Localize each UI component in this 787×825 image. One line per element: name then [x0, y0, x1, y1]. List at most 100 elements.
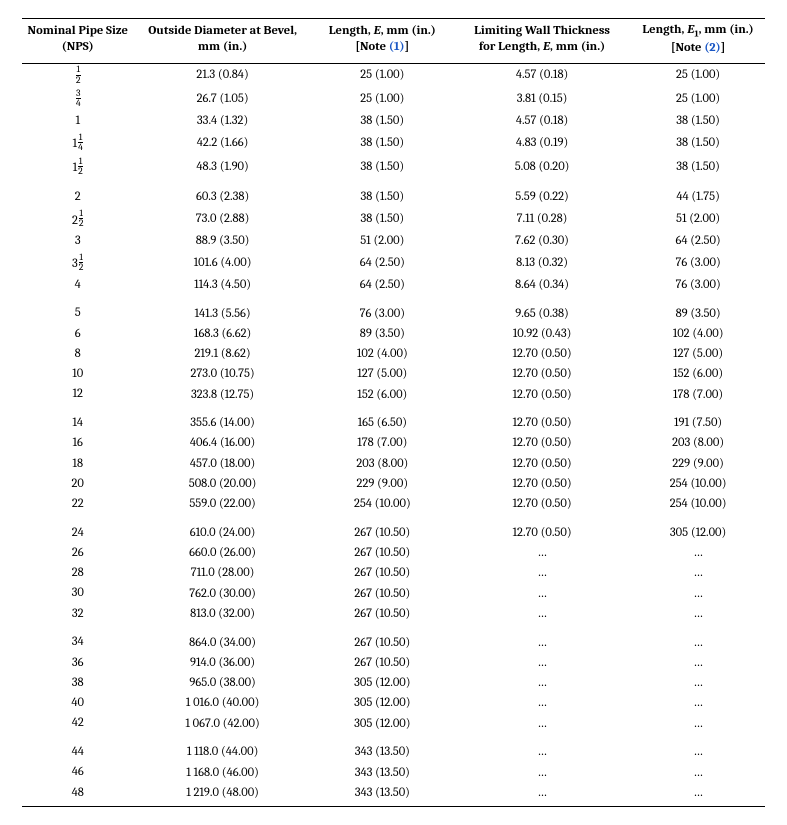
- cell-e1: …: [631, 543, 765, 563]
- cell-e1: 254 (10.00): [631, 495, 765, 515]
- cell-nps: 38: [22, 673, 133, 693]
- cell-od: 88.9 (3.50): [133, 231, 311, 251]
- note-link[interactable]: (2): [704, 41, 721, 55]
- column-header-3: Limiting Wall Thicknessfor Length, E, mm…: [453, 19, 631, 64]
- cell-nps: 26: [22, 543, 133, 563]
- cell-lim: …: [453, 604, 631, 624]
- table-row: 461 168.0 (46.00)343 (13.50)……: [22, 763, 765, 783]
- cell-nps: 6: [22, 324, 133, 344]
- cell-od: 1 067.0 (42.00): [133, 714, 311, 734]
- cell-e1: …: [631, 584, 765, 604]
- table-row: 441 118.0 (44.00)343 (13.50)……: [22, 734, 765, 763]
- table-row: 26660.0 (26.00)267 (10.50)……: [22, 543, 765, 563]
- cell-e: 165 (6.50): [312, 405, 453, 434]
- table-row: 11248.3 (1.90)38 (1.50)5.08 (0.20)38 (1.…: [22, 155, 765, 179]
- cell-e: 38 (1.50): [312, 208, 453, 232]
- cell-e1: 25 (1.00): [631, 88, 765, 112]
- cell-nps: 20: [22, 474, 133, 494]
- cell-e1: …: [631, 673, 765, 693]
- cell-nps: 1: [22, 111, 133, 131]
- cell-lim: …: [453, 584, 631, 604]
- cell-lim: 8.13 (0.32): [453, 251, 631, 275]
- cell-nps: 2: [22, 179, 133, 208]
- cell-lim: …: [453, 763, 631, 783]
- cell-nps: 114: [22, 131, 133, 155]
- cell-lim: …: [453, 564, 631, 584]
- cell-lim: 10.92 (0.43): [453, 324, 631, 344]
- cell-nps: 14: [22, 405, 133, 434]
- cell-lim: …: [453, 694, 631, 714]
- cell-lim: …: [453, 673, 631, 693]
- column-header-4: Length, E1, mm (in.)[Note (2)]: [631, 19, 765, 64]
- cell-lim: 12.70 (0.50): [453, 434, 631, 454]
- cell-nps: 36: [22, 653, 133, 673]
- cell-lim: …: [453, 543, 631, 563]
- cell-e: 38 (1.50): [312, 131, 453, 155]
- column-header-1: Outside Diameter at Bevel,mm (in.): [133, 19, 311, 64]
- cell-e: 127 (5.00): [312, 365, 453, 385]
- cell-od: 406.4 (16.00): [133, 434, 311, 454]
- table-row: 312101.6 (4.00)64 (2.50)8.13 (0.32)76 (3…: [22, 251, 765, 275]
- cell-od: 355.6 (14.00): [133, 405, 311, 434]
- cell-od: 457.0 (18.00): [133, 454, 311, 474]
- table-row: 481 219.0 (48.00)343 (13.50)……: [22, 783, 765, 806]
- cell-e: 267 (10.50): [312, 624, 453, 653]
- cell-nps: 34: [22, 624, 133, 653]
- cell-lim: 8.64 (0.34): [453, 275, 631, 295]
- cell-lim: 4.57 (0.18): [453, 63, 631, 87]
- cell-od: 48.3 (1.90): [133, 155, 311, 179]
- cell-e: 267 (10.50): [312, 584, 453, 604]
- table-row: 24610.0 (24.00)267 (10.50)12.70 (0.50)30…: [22, 515, 765, 544]
- cell-e1: 89 (3.50): [631, 295, 765, 324]
- cell-nps: 16: [22, 434, 133, 454]
- cell-lim: 3.81 (0.15): [453, 88, 631, 112]
- cell-e: 267 (10.50): [312, 653, 453, 673]
- cell-e1: …: [631, 624, 765, 653]
- cell-lim: 12.70 (0.50): [453, 495, 631, 515]
- cell-lim: 7.11 (0.28): [453, 208, 631, 232]
- cell-od: 26.7 (1.05): [133, 88, 311, 112]
- cell-e: 64 (2.50): [312, 251, 453, 275]
- table-row: 8219.1 (8.62)102 (4.00)12.70 (0.50)127 (…: [22, 344, 765, 364]
- cell-e: 102 (4.00): [312, 344, 453, 364]
- cell-e1: 191 (7.50): [631, 405, 765, 434]
- cell-e: 152 (6.00): [312, 385, 453, 405]
- pipe-dimensions-table: Nominal Pipe Size(NPS)Outside Diameter a…: [22, 18, 765, 807]
- cell-e: 267 (10.50): [312, 604, 453, 624]
- cell-lim: 12.70 (0.50): [453, 474, 631, 494]
- table-row: 14355.6 (14.00)165 (6.50)12.70 (0.50)191…: [22, 405, 765, 434]
- cell-nps: 34: [22, 88, 133, 112]
- table-row: 5141.3 (5.56)76 (3.00)9.65 (0.38)89 (3.5…: [22, 295, 765, 324]
- table-row: 20508.0 (20.00)229 (9.00)12.70 (0.50)254…: [22, 474, 765, 494]
- table-row: 401 016.0 (40.00)305 (12.00)……: [22, 694, 765, 714]
- cell-nps: 24: [22, 515, 133, 544]
- cell-lim: …: [453, 653, 631, 673]
- table-row: 6168.3 (6.62)89 (3.50)10.92 (0.43)102 (4…: [22, 324, 765, 344]
- cell-e1: 38 (1.50): [631, 111, 765, 131]
- cell-e1: 229 (9.00): [631, 454, 765, 474]
- cell-nps: 46: [22, 763, 133, 783]
- cell-od: 914.0 (36.00): [133, 653, 311, 673]
- cell-e: 89 (3.50): [312, 324, 453, 344]
- cell-e1: 64 (2.50): [631, 231, 765, 251]
- cell-e: 305 (12.00): [312, 714, 453, 734]
- cell-od: 42.2 (1.66): [133, 131, 311, 155]
- cell-od: 168.3 (6.62): [133, 324, 311, 344]
- cell-e: 343 (13.50): [312, 783, 453, 806]
- cell-od: 864.0 (34.00): [133, 624, 311, 653]
- table-row: 32813.0 (32.00)267 (10.50)……: [22, 604, 765, 624]
- cell-e1: 38 (1.50): [631, 131, 765, 155]
- table-row: 38965.0 (38.00)305 (12.00)……: [22, 673, 765, 693]
- cell-nps: 12: [22, 63, 133, 87]
- cell-e: 254 (10.00): [312, 495, 453, 515]
- table-body: 1221.3 (0.84)25 (1.00)4.57 (0.18)25 (1.0…: [22, 63, 765, 806]
- cell-od: 21.3 (0.84): [133, 63, 311, 87]
- cell-nps: 8: [22, 344, 133, 364]
- cell-e1: …: [631, 564, 765, 584]
- cell-e1: 76 (3.00): [631, 275, 765, 295]
- table-row: 10273.0 (10.75)127 (5.00)12.70 (0.50)152…: [22, 365, 765, 385]
- cell-od: 660.0 (26.00): [133, 543, 311, 563]
- note-link[interactable]: (1): [389, 40, 405, 54]
- cell-e: 267 (10.50): [312, 564, 453, 584]
- table-row: 4114.3 (4.50)64 (2.50)8.64 (0.34)76 (3.0…: [22, 275, 765, 295]
